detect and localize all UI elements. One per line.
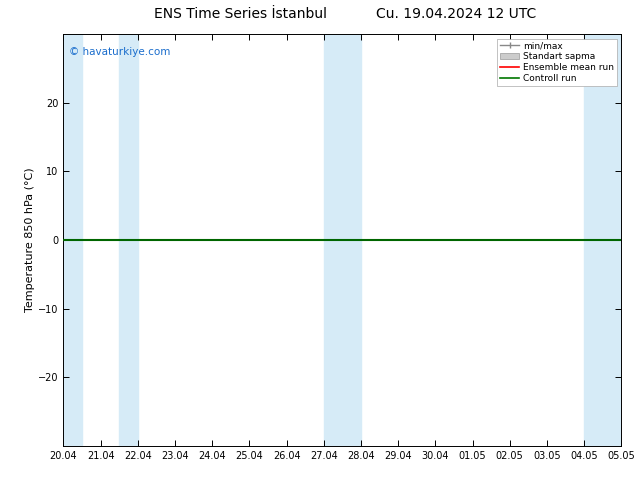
Y-axis label: Temperature 850 hPa (°C): Temperature 850 hPa (°C): [25, 168, 36, 313]
Bar: [324, 34, 361, 446]
Bar: [584, 34, 621, 446]
Text: ENS Time Series İstanbul: ENS Time Series İstanbul: [155, 7, 327, 22]
Bar: [119, 34, 138, 446]
Legend: min/max, Standart sapma, Ensemble mean run, Controll run: min/max, Standart sapma, Ensemble mean r…: [497, 39, 617, 86]
Text: Cu. 19.04.2024 12 UTC: Cu. 19.04.2024 12 UTC: [377, 7, 536, 22]
Text: © havaturkiye.com: © havaturkiye.com: [69, 47, 171, 57]
Bar: [63, 34, 82, 446]
